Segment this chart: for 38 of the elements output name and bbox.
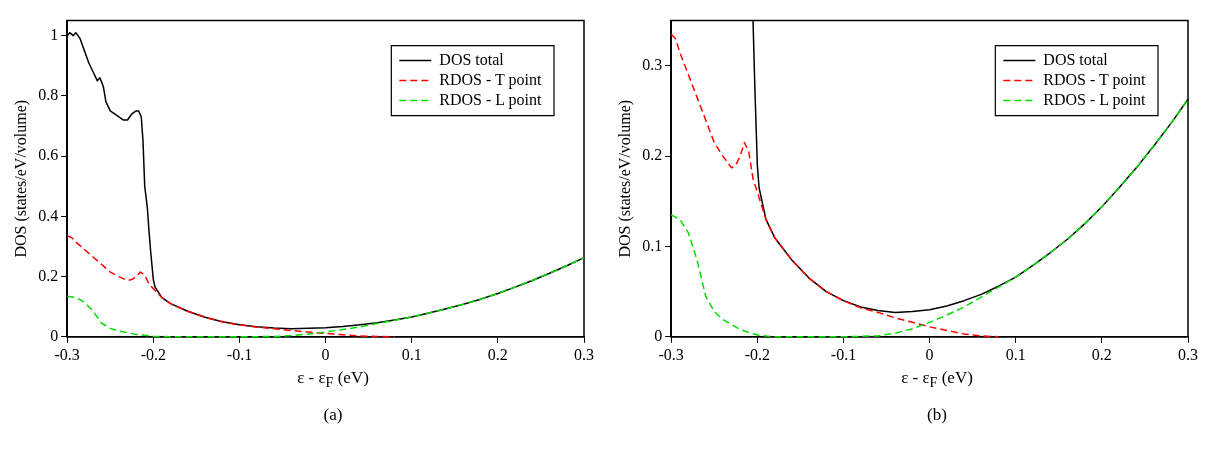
x-tick-label: -0.3 — [54, 345, 80, 363]
y-tick-label: 0.8 — [38, 86, 59, 104]
legend-label: RDOS - T point — [439, 70, 542, 89]
y-tick-label: 0.3 — [642, 55, 663, 73]
x-tick-label: -0.2 — [744, 345, 770, 363]
x-tick-label: 0.2 — [1091, 345, 1112, 363]
x-tick-label: 0.2 — [487, 345, 508, 363]
y-axis-title: DOS (states/eV/volume) — [11, 99, 30, 258]
x-tick-label: 0.1 — [1005, 345, 1026, 363]
x-tick-label: 0.1 — [401, 345, 422, 363]
x-tick-label: -0.3 — [658, 345, 684, 363]
y-tick-label: 0 — [50, 327, 59, 344]
legend-label: DOS total — [439, 50, 505, 68]
y-tick-label: 0 — [654, 327, 663, 344]
legend-label: DOS total — [1043, 50, 1109, 68]
legend-label: RDOS - T point — [1043, 70, 1146, 89]
y-tick-label: 0.2 — [38, 266, 59, 284]
x-tick-label: 0 — [321, 345, 330, 363]
text: (a) — [322, 405, 344, 426]
x-tick-label: -0.2 — [140, 345, 166, 363]
x-tick-label: 0.3 — [1178, 345, 1198, 363]
y-tick-label: 0.2 — [642, 146, 663, 164]
y-tick-label: 1 — [50, 25, 59, 43]
legend-label: RDOS - L point — [1043, 90, 1146, 109]
y-tick-label: 0.1 — [642, 236, 663, 254]
x-axis-title: ε - ε$_{F}$ (eV) — [900, 368, 974, 392]
x-tick-label: -0.1 — [830, 345, 857, 363]
x-tick-label: -0.1 — [226, 345, 253, 363]
y-tick-label: 0.4 — [38, 206, 59, 224]
line-series — [670, 33, 1000, 338]
text: (b) — [926, 405, 948, 426]
y-axis-title: DOS (states/eV/volume) — [615, 99, 634, 258]
x-axis-title: ε - ε$_{F}$ (eV) — [296, 368, 370, 392]
x-tick-label: 0.3 — [574, 345, 594, 363]
line-series — [66, 235, 396, 338]
y-tick-label: 0.6 — [38, 146, 59, 164]
legend-label: RDOS - L point — [439, 90, 542, 109]
x-tick-label: 0 — [925, 345, 934, 363]
